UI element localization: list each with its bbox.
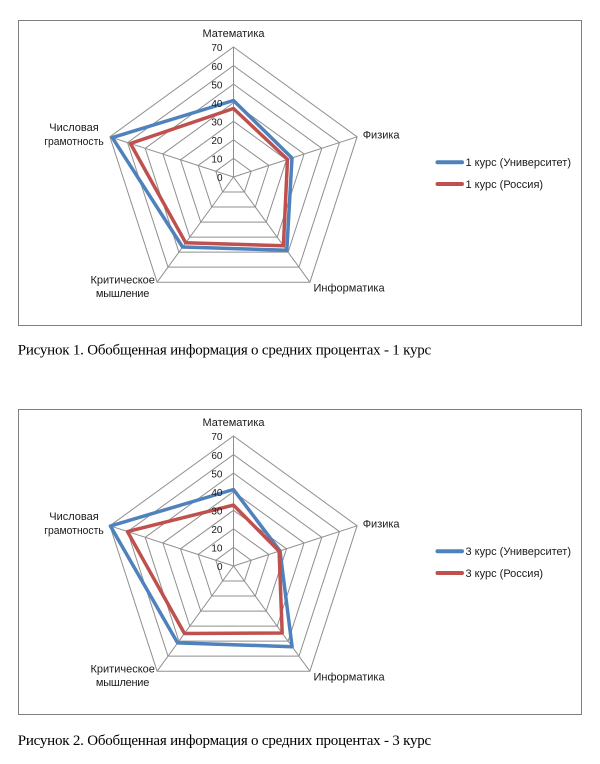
svg-text:30: 30: [211, 507, 223, 518]
svg-text:1 курс (Россия): 1 курс (Россия): [466, 179, 544, 191]
svg-text:мышление: мышление: [96, 288, 149, 300]
svg-text:грамотность: грамотность: [44, 525, 104, 537]
svg-text:40: 40: [211, 488, 223, 499]
svg-text:Числовая: Числовая: [49, 122, 98, 134]
svg-text:Рисунок 2. Обобщенная информац: Рисунок 2. Обобщенная информация о средн…: [18, 733, 432, 749]
svg-text:60: 60: [211, 62, 223, 73]
svg-text:10: 10: [211, 544, 223, 555]
svg-text:70: 70: [211, 43, 223, 54]
svg-text:10: 10: [211, 155, 223, 166]
svg-text:20: 20: [211, 525, 223, 536]
svg-text:Критическое: Критическое: [91, 275, 155, 287]
svg-text:0: 0: [217, 173, 223, 184]
svg-text:3 курс (Россия): 3 курс (Россия): [466, 568, 544, 580]
svg-text:Информатика: Информатика: [314, 283, 386, 295]
svg-text:грамотность: грамотность: [44, 136, 104, 148]
svg-text:20: 20: [211, 136, 223, 147]
svg-text:30: 30: [211, 118, 223, 129]
svg-text:1 курс (Университет): 1 курс (Университет): [466, 157, 572, 169]
svg-text:мышление: мышление: [96, 677, 149, 689]
svg-text:50: 50: [211, 80, 223, 91]
svg-text:40: 40: [211, 99, 223, 110]
svg-text:70: 70: [211, 432, 223, 443]
svg-text:0: 0: [217, 562, 223, 573]
svg-text:60: 60: [211, 451, 223, 462]
svg-text:Математика: Математика: [203, 28, 266, 40]
svg-text:Критическое: Критическое: [91, 664, 155, 676]
svg-text:50: 50: [211, 469, 223, 480]
svg-text:Математика: Математика: [203, 417, 266, 429]
svg-text:3 курс (Университет): 3 курс (Университет): [466, 546, 572, 558]
svg-text:Физика: Физика: [363, 519, 401, 531]
svg-text:Числовая: Числовая: [49, 511, 98, 523]
svg-text:Рисунок 1. Обобщенная информац: Рисунок 1. Обобщенная информация о средн…: [18, 343, 432, 359]
svg-text:Информатика: Информатика: [314, 672, 386, 684]
svg-text:Физика: Физика: [363, 130, 401, 142]
